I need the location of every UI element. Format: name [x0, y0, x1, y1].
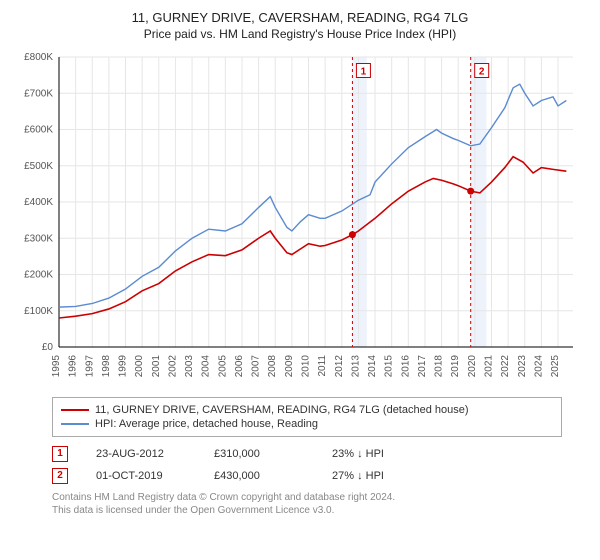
svg-text:£0: £0 [42, 342, 54, 353]
svg-text:2007: 2007 [251, 355, 262, 378]
attribution-footer: Contains HM Land Registry data © Crown c… [52, 491, 562, 517]
figure-root: 11, GURNEY DRIVE, CAVERSHAM, READING, RG… [0, 0, 600, 525]
svg-text:2015: 2015 [384, 355, 395, 378]
svg-text:2021: 2021 [483, 355, 494, 378]
legend-row: 11, GURNEY DRIVE, CAVERSHAM, READING, RG… [61, 403, 553, 417]
svg-text:2001: 2001 [151, 355, 162, 378]
sale-badge: 2 [52, 468, 68, 484]
svg-text:£700K: £700K [24, 88, 53, 99]
sale-price: £430,000 [214, 470, 304, 482]
svg-text:2024: 2024 [533, 355, 544, 378]
svg-text:2025: 2025 [550, 355, 561, 378]
svg-text:£300K: £300K [24, 233, 53, 244]
svg-text:2013: 2013 [350, 355, 361, 378]
svg-text:2022: 2022 [500, 355, 511, 378]
svg-text:2002: 2002 [167, 355, 178, 378]
line-chart: £0 £100K £200K £300K £400K £500K £600K £700K £80… [15, 47, 585, 387]
svg-text:2000: 2000 [134, 355, 145, 378]
svg-text:£100K: £100K [24, 306, 53, 317]
sale-delta: 27% ↓ HPI [332, 470, 422, 482]
footer-line: Contains HM Land Registry data © Crown c… [52, 491, 562, 504]
svg-text:2004: 2004 [201, 355, 212, 378]
sale-date: 23-AUG-2012 [96, 448, 186, 460]
svg-text:£200K: £200K [24, 270, 53, 281]
svg-text:2017: 2017 [417, 355, 428, 378]
legend-label: HPI: Average price, detached house, Read… [95, 418, 318, 430]
svg-text:1997: 1997 [84, 355, 95, 378]
footer-line: This data is licensed under the Open Gov… [52, 504, 562, 517]
sale-price: £310,000 [214, 448, 304, 460]
sale-row: 2 01-OCT-2019 £430,000 27% ↓ HPI [52, 465, 562, 487]
svg-text:£500K: £500K [24, 161, 53, 172]
legend: 11, GURNEY DRIVE, CAVERSHAM, READING, RG… [52, 397, 562, 437]
legend-label: 11, GURNEY DRIVE, CAVERSHAM, READING, RG… [95, 404, 469, 416]
title: 11, GURNEY DRIVE, CAVERSHAM, READING, RG… [10, 10, 590, 25]
svg-text:£400K: £400K [24, 197, 53, 208]
svg-text:2018: 2018 [434, 355, 445, 378]
svg-text:2020: 2020 [467, 355, 478, 378]
svg-text:2012: 2012 [334, 355, 345, 378]
svg-text:2019: 2019 [450, 355, 461, 378]
sale-delta: 23% ↓ HPI [332, 448, 422, 460]
svg-text:2005: 2005 [217, 355, 228, 378]
svg-text:1998: 1998 [101, 355, 112, 378]
legend-swatch [61, 409, 89, 411]
svg-text:1999: 1999 [118, 355, 129, 378]
sale-row: 1 23-AUG-2012 £310,000 23% ↓ HPI [52, 443, 562, 465]
svg-text:2003: 2003 [184, 355, 195, 378]
svg-text:1996: 1996 [68, 355, 79, 378]
svg-text:2014: 2014 [367, 355, 378, 378]
sale-badge: 1 [52, 446, 68, 462]
legend-row: HPI: Average price, detached house, Read… [61, 417, 553, 431]
sales-table: 1 23-AUG-2012 £310,000 23% ↓ HPI 2 01-OCT-201… [52, 443, 562, 487]
svg-text:£800K: £800K [24, 52, 53, 63]
sale-date: 01-OCT-2019 [96, 470, 186, 482]
svg-text:£600K: £600K [24, 125, 53, 136]
svg-text:2011: 2011 [317, 355, 328, 377]
svg-text:2016: 2016 [400, 355, 411, 378]
svg-text:2008: 2008 [267, 355, 278, 378]
subtitle: Price paid vs. HM Land Registry's House … [10, 27, 590, 41]
svg-text:2: 2 [479, 67, 485, 78]
svg-text:1995: 1995 [51, 355, 62, 378]
svg-text:2006: 2006 [234, 355, 245, 378]
svg-text:2010: 2010 [301, 355, 312, 378]
svg-text:2009: 2009 [284, 355, 295, 378]
svg-text:1: 1 [361, 67, 367, 78]
legend-swatch [61, 423, 89, 425]
svg-text:2023: 2023 [517, 355, 528, 378]
